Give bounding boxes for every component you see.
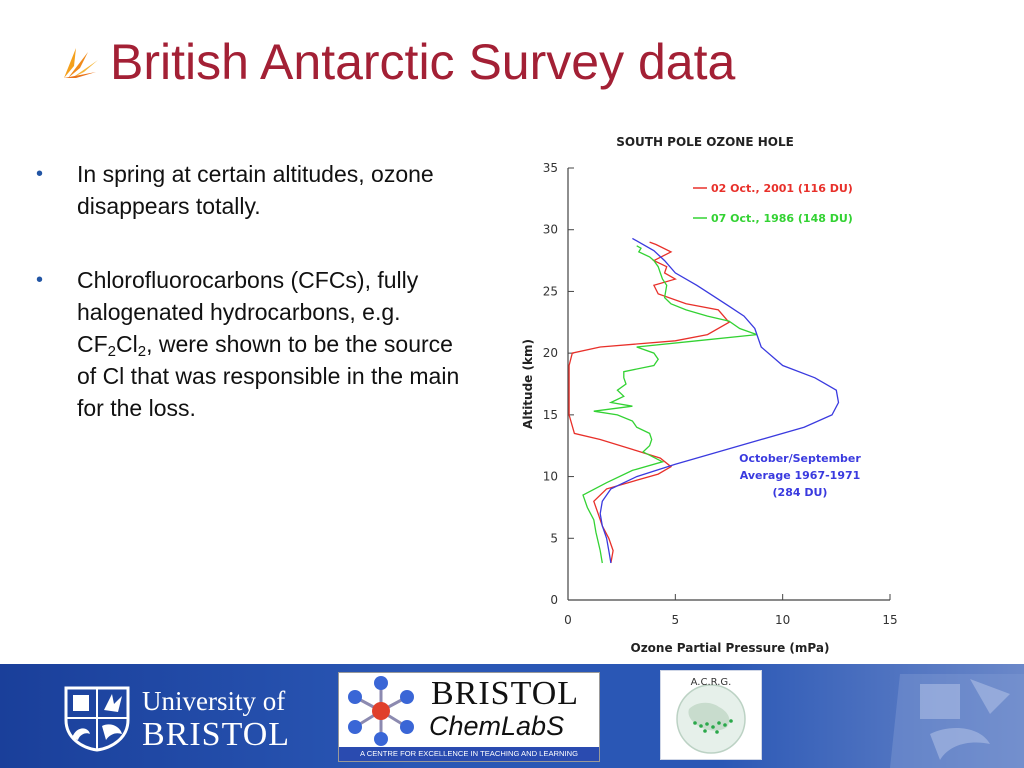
bullet-text-part: Cl — [116, 331, 138, 357]
legend-label: 02 Oct., 2001 (116 DU) — [711, 182, 853, 195]
series-line-3 — [599, 237, 840, 564]
y-tick-label: 25 — [543, 284, 558, 298]
legend-label: 07 Oct., 1986 (148 DU) — [711, 212, 853, 225]
title-area: British Antarctic Survey data — [60, 22, 735, 102]
y-axis-label: Altitude (km) — [521, 339, 535, 429]
molecule-icon — [348, 676, 414, 746]
y-tick-label: 10 — [543, 470, 558, 484]
bristol-chemlabs-logo: BRISTOL ChemLabS A CENTRE FOR EXCELLENCE… — [338, 672, 600, 762]
bullet-text: In spring at certain altitudes, ozone di… — [77, 161, 434, 219]
uob-line-1: University of — [142, 686, 286, 716]
y-tick-label: 0 — [550, 593, 558, 607]
x-tick-label: 10 — [775, 613, 790, 627]
subscript: 2 — [137, 343, 147, 360]
x-axis-label: Ozone Partial Pressure (mPa) — [631, 641, 830, 655]
subscript: 2 — [107, 343, 117, 360]
chemlabs-tagline: A CENTRE FOR EXCELLENCE IN TEACHING AND … — [339, 747, 599, 761]
globe-icon: A.C.R.G. — [676, 677, 746, 754]
annotation-line: October/September — [739, 452, 861, 465]
y-tick-label: 35 — [543, 161, 558, 175]
uob-line-2: BRISTOL — [142, 716, 291, 753]
page-title: British Antarctic Survey data — [110, 34, 736, 90]
bullet-item-2: • Chlorofluorocarbons (CFCs), fully halo… — [30, 264, 460, 424]
bullet-dot-icon: • — [36, 163, 44, 185]
x-tick-label: 15 — [882, 613, 897, 627]
y-tick-label: 5 — [550, 531, 558, 545]
y-ticks: 0 5 10 15 20 25 30 35 — [543, 161, 574, 607]
chemlabs-line-2: ChemLabS — [429, 711, 565, 741]
series-line-1 — [568, 241, 731, 564]
bullet-text-part: Chlorofluorocarbons (CFCs), fully haloge… — [77, 267, 419, 357]
chart-series — [568, 237, 840, 564]
y-tick-label: 20 — [543, 346, 558, 360]
series-line-2 — [582, 245, 758, 564]
chemlabs-line-1: BRISTOL — [431, 675, 580, 712]
crest-icon — [64, 686, 130, 752]
bullet-item-1: • In spring at certain altitudes, ozone … — [30, 158, 460, 222]
annotation-line: Average 1967-1971 — [740, 469, 861, 482]
x-tick-label: 5 — [672, 613, 680, 627]
x-ticks: 0 5 10 15 — [564, 594, 898, 627]
annotation-line: (284 DU) — [773, 486, 828, 499]
chart-title: SOUTH POLE OZONE HOLE — [616, 135, 794, 149]
flame-bullet-icon — [64, 48, 98, 78]
x-tick-label: 0 — [564, 613, 572, 627]
bullet-list: • In spring at certain altitudes, ozone … — [30, 158, 460, 466]
university-of-bristol-logo: University of BRISTOL — [62, 680, 306, 756]
bullet-dot-icon: • — [36, 269, 44, 291]
acrg-text: A.C.R.G. — [691, 677, 732, 688]
chart-legend: 02 Oct., 2001 (116 DU) 07 Oct., 1986 (148… — [693, 182, 853, 225]
y-tick-label: 30 — [543, 223, 558, 237]
chart-annotation: October/September Average 1967-1971 (284 D… — [739, 452, 861, 499]
crest-watermark-icon — [890, 674, 1024, 768]
ozone-chart: SOUTH POLE OZONE HOLE 0 5 10 15 20 25 30 35 0 5 1… — [521, 135, 898, 655]
y-tick-label: 15 — [543, 408, 558, 422]
acrg-logo: A.C.R.G. — [660, 670, 762, 760]
bullet-text-part: , were shown to be the source of Cl that… — [77, 331, 460, 421]
